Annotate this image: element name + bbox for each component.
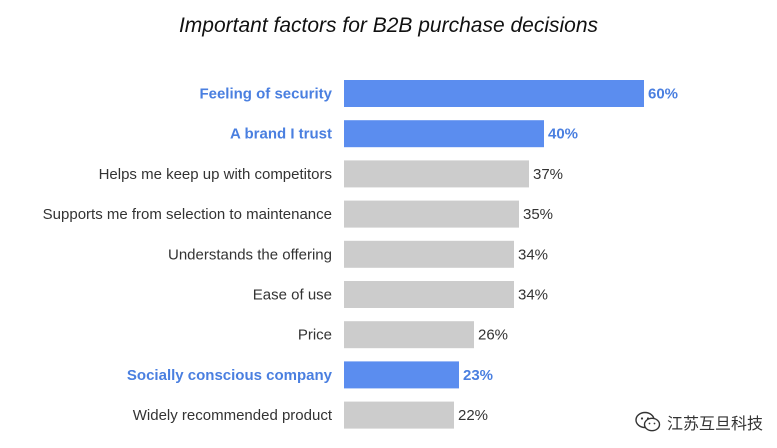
- value-label-1: 40%: [548, 126, 578, 143]
- chart-title: Important factors for B2B purchase decis…: [178, 14, 599, 37]
- value-label-7: 23%: [463, 367, 493, 384]
- category-label-8: Widely recommended product: [133, 407, 333, 424]
- watermark-text: 江苏互旦科技: [666, 414, 763, 433]
- bar-3: [344, 200, 519, 228]
- value-label-3: 35%: [523, 206, 553, 223]
- bar-4: [344, 240, 514, 268]
- value-label-0: 60%: [648, 86, 678, 103]
- value-label-4: 34%: [518, 246, 548, 263]
- value-label-2: 37%: [533, 166, 563, 183]
- bar-0: [344, 80, 644, 107]
- category-label-3: Supports me from selection to maintenanc…: [43, 206, 332, 223]
- bar-6: [344, 321, 474, 349]
- value-label-6: 26%: [478, 327, 508, 344]
- bar-2: [344, 160, 529, 188]
- bar-1: [344, 120, 544, 148]
- wechat-icon: [635, 411, 661, 432]
- value-label-8: 22%: [458, 407, 488, 424]
- category-label-6: Price: [298, 327, 332, 344]
- watermark: 江苏互旦科技: [635, 410, 763, 434]
- category-label-7: Socially conscious company: [127, 367, 333, 384]
- bar-8: [344, 401, 454, 429]
- bar-7: [344, 361, 459, 389]
- category-label-4: Understands the offering: [168, 246, 332, 263]
- category-label-2: Helps me keep up with competitors: [99, 166, 332, 183]
- value-label-5: 34%: [518, 287, 548, 304]
- category-label-0: Feeling of security: [199, 86, 332, 103]
- category-label-1: A brand I trust: [230, 126, 332, 143]
- category-label-5: Ease of use: [253, 287, 332, 304]
- bar-5: [344, 281, 514, 308]
